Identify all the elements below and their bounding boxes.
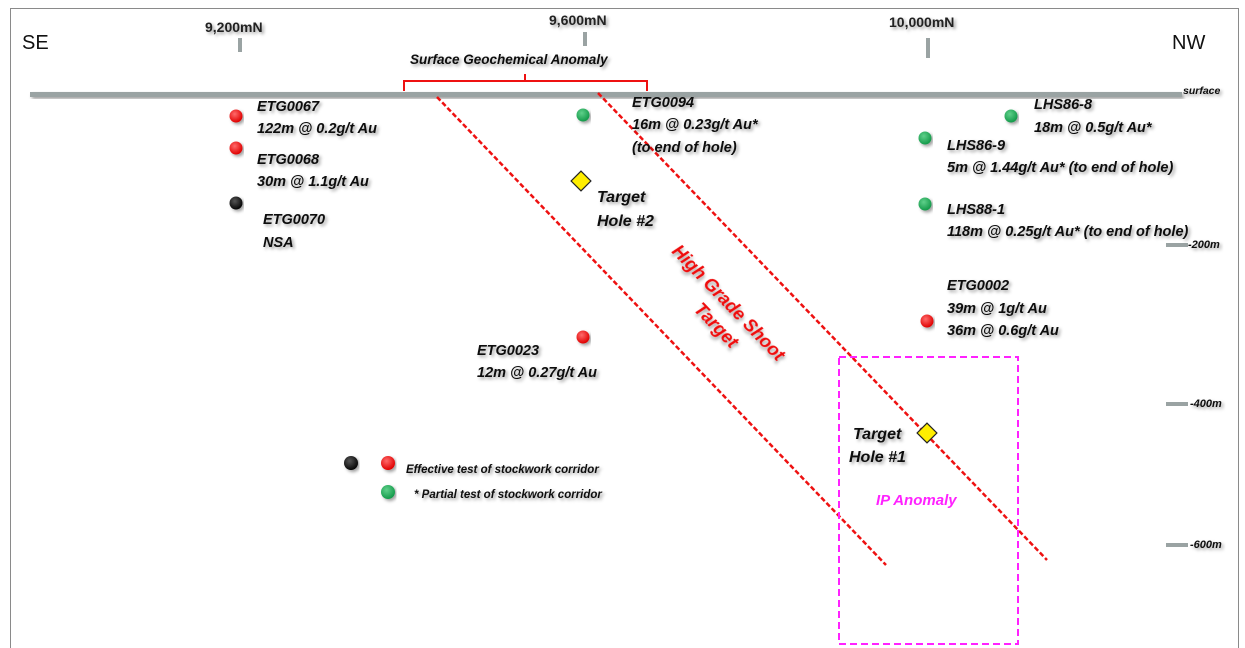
high-grade-corridor-upper-line — [597, 92, 1048, 561]
depth-tick-600 — [1166, 543, 1188, 547]
northing-label-9200: 9,200mN — [205, 19, 263, 35]
hole-dot-lhs88-1 — [918, 197, 932, 211]
surface-line — [30, 92, 1182, 97]
northing-tick-9600 — [583, 32, 587, 46]
legend-red-dot — [381, 456, 395, 470]
target-hole-1-marker — [916, 422, 938, 444]
hole-label-etg0070: ETG0070 — [263, 212, 325, 228]
high-grade-corridor-lower-line — [436, 96, 887, 566]
ip-anomaly-label: IP Anomaly — [876, 492, 957, 509]
geochem-anomaly-bracket — [403, 74, 648, 91]
depth-label-600: -600m — [1190, 539, 1222, 551]
hole-label-lhs86-9: LHS86-9 — [947, 138, 1005, 154]
hole-result-etg0094: 16m @ 0.23g/t Au* — [632, 117, 759, 133]
hole-result-etg0023: 12m @ 0.27g/t Au — [477, 365, 597, 381]
hole-result-lhs86-8: 18m @ 0.5g/t Au* — [1034, 120, 1153, 136]
northing-label-10000: 10,000mN — [889, 14, 954, 30]
northing-tick-10000 — [926, 38, 930, 58]
ip-anomaly-box — [838, 356, 1019, 645]
surface-label: surface — [1183, 85, 1221, 97]
hole-label-lhs88-1: LHS88-1 — [947, 202, 1005, 218]
hole-dot-etg0070 — [229, 196, 243, 210]
hole-dot-etg0002 — [920, 314, 934, 328]
hole-label-etg0067: ETG0067 — [257, 99, 320, 115]
target-hole-2-marker — [570, 170, 592, 192]
target-hole-1-line1: Target — [853, 426, 902, 443]
hole-dot-lhs86-9 — [918, 131, 932, 145]
direction-se-label: SE — [22, 32, 49, 54]
depth-tick-400 — [1166, 402, 1188, 406]
geochem-anomaly-label: Surface Geochemical Anomaly — [410, 52, 609, 67]
hole-dot-etg0067 — [229, 109, 243, 123]
target-hole-2-line1: Target — [597, 189, 646, 206]
hole-result-lhs86-9: 5m @ 1.44g/t Au* (to end of hole) — [947, 160, 1173, 176]
hole-label-etg0023: ETG0023 — [477, 343, 539, 359]
depth-label-400: -400m — [1190, 398, 1222, 410]
legend-green-dot — [381, 485, 395, 499]
depth-tick-200 — [1166, 243, 1188, 247]
target-hole-1-line2: Hole #1 — [849, 449, 906, 466]
hole-dot-etg0068 — [229, 141, 243, 155]
hole-dot-etg0023 — [576, 330, 590, 344]
hole-dot-lhs86-8 — [1004, 109, 1018, 123]
hole-label-etg0002: ETG0002 — [947, 278, 1009, 294]
hole-result-etg0067: 122m @ 0.2g/t Au — [257, 121, 377, 137]
depth-label-200: -200m — [1188, 239, 1220, 251]
northing-tick-9200 — [238, 38, 242, 52]
legend-partial-label: * Partial test of stockwork corridor — [414, 489, 602, 501]
figure-frame — [10, 8, 1239, 648]
hole-dot-etg0094 — [576, 108, 590, 122]
direction-nw-label: NW — [1172, 32, 1205, 54]
legend-effective-label: Effective test of stockwork corridor — [406, 464, 599, 476]
hole-result2-etg0002: 36m @ 0.6g/t Au — [947, 323, 1059, 339]
hole-label-lhs86-8: LHS86-8 — [1034, 97, 1093, 113]
northing-label-9600: 9,600mN — [549, 12, 607, 28]
hole-label-etg0068: ETG0068 — [257, 152, 320, 168]
target-hole-2-line2: Hole #2 — [597, 213, 654, 230]
hole-result-etg0068: 30m @ 1.1g/t Au — [257, 174, 369, 190]
hole-label-etg0094: ETG0094 — [632, 95, 694, 111]
hole-result1-etg0002: 39m @ 1g/t Au — [947, 301, 1047, 317]
hole-note-etg0094: (to end of hole) — [632, 140, 737, 156]
hole-result-etg0070: NSA — [263, 235, 294, 251]
legend-black-dot — [344, 456, 358, 470]
hole-result-lhs88-1: 118m @ 0.25g/t Au* (to end of hole) — [947, 224, 1189, 240]
